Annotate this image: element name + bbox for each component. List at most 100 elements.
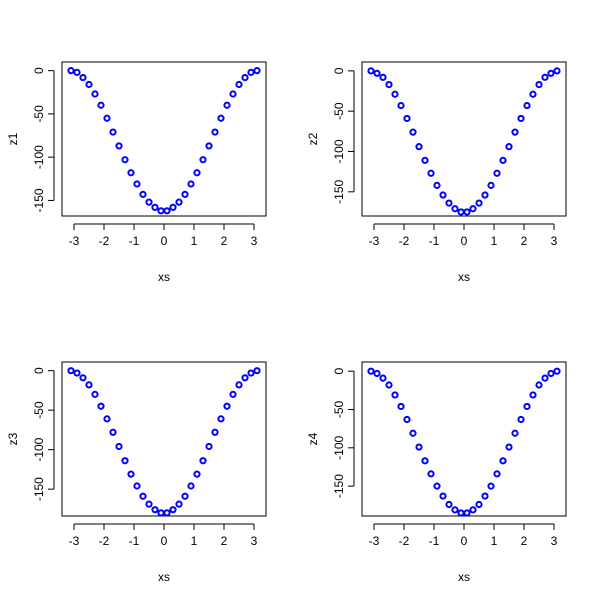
point	[241, 73, 249, 82]
point	[475, 500, 483, 509]
point	[505, 143, 513, 151]
point	[451, 205, 459, 213]
point	[439, 492, 447, 500]
x-tick-label: -1	[429, 234, 440, 248]
point	[139, 190, 147, 198]
point	[463, 509, 471, 517]
point	[85, 80, 93, 89]
plot-box	[61, 61, 267, 217]
point	[499, 457, 507, 465]
y-tick-label: -150	[332, 474, 346, 498]
point	[367, 67, 375, 75]
x-tick-label: 1	[491, 234, 498, 248]
point	[151, 506, 159, 514]
point	[445, 199, 453, 207]
y-tick-label: -50	[332, 401, 346, 419]
y-tick-label: -50	[32, 401, 46, 419]
x-tick-label: 0	[461, 234, 468, 248]
y-tick-label: 0	[32, 367, 46, 374]
y-tick-label: -150	[32, 188, 46, 212]
point	[253, 67, 261, 75]
point	[391, 391, 399, 399]
point	[457, 208, 465, 216]
point	[85, 381, 93, 389]
x-tick-label: 0	[161, 534, 168, 548]
point	[157, 509, 165, 517]
x-tick-label: 1	[491, 534, 498, 548]
x-axis-label: xs	[458, 270, 470, 284]
x-tick-label: 2	[521, 534, 528, 548]
x-tick-label: 0	[461, 534, 468, 548]
x-tick-label: -1	[129, 534, 140, 548]
point	[241, 374, 249, 382]
x-tick-label: 1	[191, 234, 198, 248]
y-tick-label: 0	[32, 67, 46, 74]
y-tick-label: -100	[32, 145, 46, 169]
point	[457, 509, 465, 517]
point	[403, 114, 411, 123]
point	[109, 428, 117, 436]
point	[409, 128, 417, 136]
point	[505, 443, 513, 451]
point	[91, 390, 99, 398]
x-tick-label: -2	[99, 234, 110, 248]
point	[421, 156, 429, 164]
x-tick-label: 0	[161, 234, 168, 248]
point	[127, 470, 135, 478]
point	[91, 90, 99, 98]
point	[547, 69, 555, 77]
point	[79, 73, 87, 82]
point	[469, 506, 477, 514]
point	[187, 482, 195, 490]
y-tick-label: -150	[332, 179, 346, 203]
point	[223, 101, 231, 109]
point	[205, 442, 213, 451]
point	[121, 457, 129, 465]
point	[247, 68, 255, 76]
point	[115, 142, 123, 150]
point	[181, 492, 189, 500]
y-tick-label: -100	[332, 435, 346, 459]
point	[535, 80, 543, 89]
point	[253, 367, 261, 375]
y-tick-label: -50	[32, 105, 46, 123]
point	[409, 429, 417, 437]
point	[463, 208, 471, 216]
y-axis-label: z3	[6, 432, 20, 445]
plot-box	[361, 361, 567, 517]
point	[415, 443, 423, 451]
point	[517, 415, 525, 424]
point	[247, 369, 255, 377]
x-tick-label: -3	[369, 534, 380, 548]
x-tick-label: -3	[69, 234, 80, 248]
point	[235, 381, 243, 389]
point	[523, 101, 531, 110]
point	[145, 198, 153, 206]
point	[493, 169, 501, 177]
point	[169, 203, 177, 211]
x-tick-label: 3	[251, 234, 258, 248]
point	[427, 169, 435, 177]
point	[175, 500, 183, 508]
point	[541, 73, 549, 81]
point	[451, 506, 459, 514]
point	[67, 367, 75, 375]
point	[169, 506, 177, 514]
point	[427, 470, 435, 478]
x-tick-label: 2	[521, 234, 528, 248]
x-tick-label: -3	[69, 534, 80, 548]
point	[133, 180, 141, 188]
y-tick-label: -50	[332, 102, 346, 120]
point	[553, 67, 561, 75]
point	[397, 101, 405, 110]
point	[157, 207, 165, 215]
point	[553, 367, 561, 375]
point	[487, 181, 495, 189]
x-tick-label: 1	[191, 534, 198, 548]
point	[379, 73, 387, 81]
point	[517, 114, 525, 123]
point	[199, 457, 207, 465]
point	[67, 67, 75, 75]
point	[535, 381, 543, 389]
x-tick-label: -2	[399, 234, 410, 248]
